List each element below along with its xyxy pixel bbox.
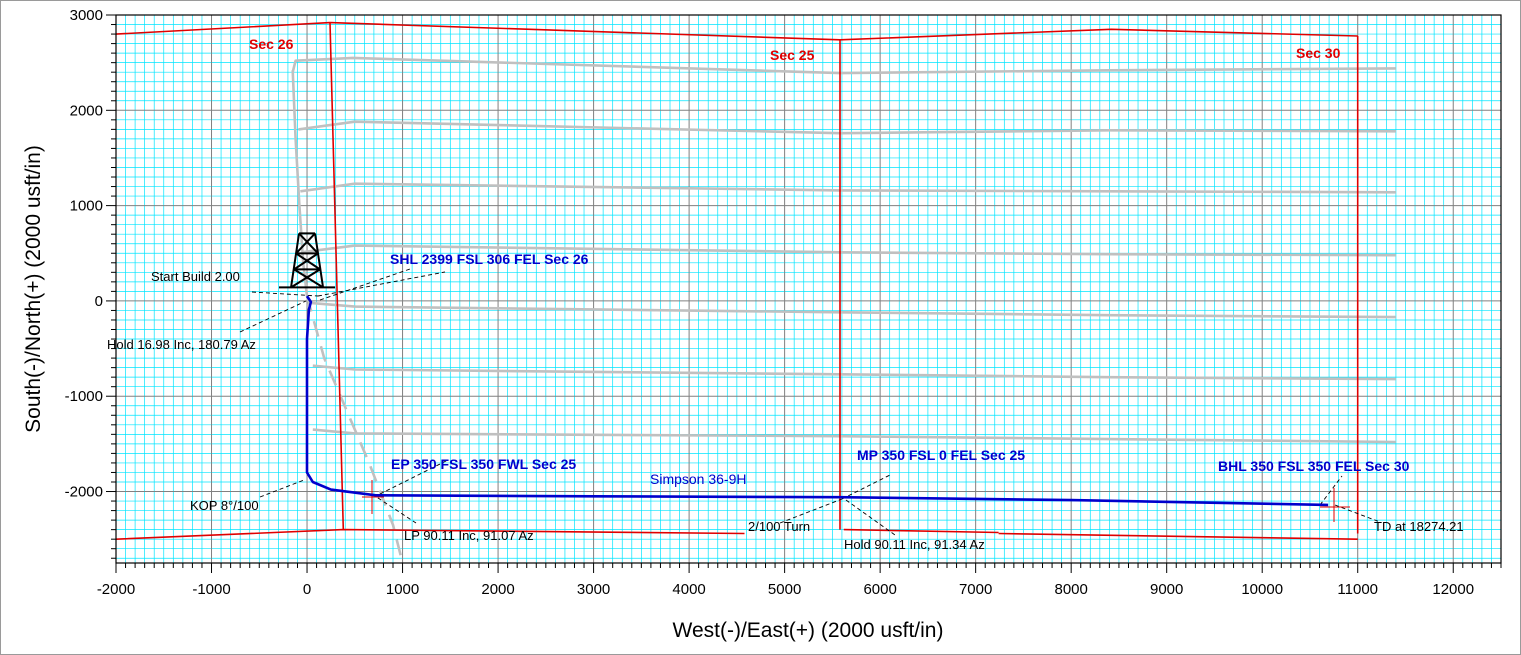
annotation-ep: EP 350 FSL 350 FWL Sec 25 bbox=[391, 456, 576, 472]
plot-border bbox=[115, 14, 1502, 564]
y-tick-label: 0 bbox=[95, 293, 103, 310]
annotation-bhl: BHL 350 FSL 350 FEL Sec 30 bbox=[1218, 458, 1410, 474]
tick-labels: -2000 -1000 0 1000 2000 3000 4000 5000 6000 7000 8… bbox=[65, 7, 1474, 598]
x-tick-label: 6000 bbox=[863, 581, 896, 598]
annotation-leader bbox=[845, 499, 896, 536]
section-line bbox=[998, 532, 1358, 540]
section-lines bbox=[115, 21, 1359, 540]
rig-strut bbox=[290, 268, 321, 289]
rig-strut bbox=[298, 232, 319, 255]
rig-icon bbox=[279, 232, 336, 289]
rig-strut bbox=[295, 252, 321, 271]
section-label-26: Sec 26 bbox=[249, 36, 294, 52]
annotation-well-name: Simpson 36-9H bbox=[650, 471, 747, 487]
rig-strut bbox=[314, 233, 325, 288]
rig-strut bbox=[293, 252, 319, 271]
annotation-leader bbox=[1334, 504, 1381, 523]
annotation-start-build: Start Build 2.00 bbox=[151, 269, 240, 284]
section-label-25: Sec 25 bbox=[770, 47, 815, 63]
well-path bbox=[305, 295, 1329, 507]
y-axis-title: South(-)/North(+) (2000 usft/in) bbox=[22, 145, 45, 433]
annotation-hold-lateral: Hold 90.11 Inc, 91.34 Az bbox=[844, 537, 985, 552]
y-tick-label: 1000 bbox=[70, 198, 103, 215]
x-tick-label: 2000 bbox=[481, 581, 514, 598]
annotation-leader bbox=[319, 268, 411, 301]
x-tick-label: 8000 bbox=[1054, 581, 1087, 598]
x-tick-label: 4000 bbox=[672, 581, 705, 598]
x-tick-label: 10000 bbox=[1241, 581, 1283, 598]
section-line bbox=[843, 528, 999, 534]
section-label-30: Sec 30 bbox=[1296, 45, 1341, 61]
x-tick-label: 1000 bbox=[386, 581, 419, 598]
x-tick-label: 9000 bbox=[1150, 581, 1183, 598]
offset-well-line bbox=[291, 56, 1396, 75]
annotation-td: TD at 18274.21 bbox=[1374, 519, 1464, 534]
x-tick-label: -1000 bbox=[192, 581, 230, 598]
annotation-leader bbox=[259, 479, 305, 498]
y-tick-label: -1000 bbox=[65, 388, 103, 405]
annotation-hold-vertical: Hold 16.98 Inc, 180.79 Az bbox=[107, 337, 256, 352]
annotation-leader bbox=[1319, 475, 1343, 506]
plot-border-rect bbox=[115, 14, 1502, 564]
annotation-turn: 2/100 Turn bbox=[748, 519, 810, 534]
well-path-line bbox=[305, 295, 1329, 507]
x-tick-label: 3000 bbox=[577, 581, 610, 598]
section-line bbox=[115, 528, 745, 540]
x-tick-label: -2000 bbox=[97, 581, 135, 598]
rig-strut bbox=[293, 268, 324, 289]
annotation-leaders bbox=[239, 268, 1381, 536]
tick-marks bbox=[106, 14, 1502, 573]
section-line bbox=[329, 22, 345, 530]
annotation-leader bbox=[841, 474, 891, 500]
x-tick-label: 5000 bbox=[768, 581, 801, 598]
x-tick-label: 11000 bbox=[1337, 581, 1378, 598]
y-tick-label: -2000 bbox=[65, 484, 103, 501]
y-tick-label: 2000 bbox=[70, 102, 103, 119]
y-tick-label: 3000 bbox=[70, 7, 103, 24]
annotation-shl: SHL 2399 FSL 306 FEL Sec 26 bbox=[390, 251, 589, 267]
annotation-leader bbox=[239, 300, 307, 333]
rig-strut bbox=[295, 232, 316, 255]
x-axis-title: West(-)/East(+) (2000 usft/in) bbox=[673, 619, 944, 642]
annotation-leader bbox=[317, 271, 446, 297]
plot-background bbox=[116, 15, 1501, 563]
x-tick-label: 12000 bbox=[1432, 581, 1474, 598]
rig-strut bbox=[290, 233, 301, 288]
annotation-leader bbox=[371, 493, 417, 524]
minor-grid bbox=[116, 15, 1502, 563]
annotation-lp: LP 90.11 Inc, 91.07 Az bbox=[404, 528, 534, 543]
annotation-mp: MP 350 FSL 0 FEL Sec 25 bbox=[857, 447, 1025, 463]
x-tick-label: 7000 bbox=[959, 581, 992, 598]
offset-well-line bbox=[291, 70, 309, 297]
annotation-leader bbox=[379, 459, 449, 495]
x-tick-label: 0 bbox=[303, 581, 311, 598]
annotation-kop: KOP 8°/100 bbox=[190, 498, 259, 513]
